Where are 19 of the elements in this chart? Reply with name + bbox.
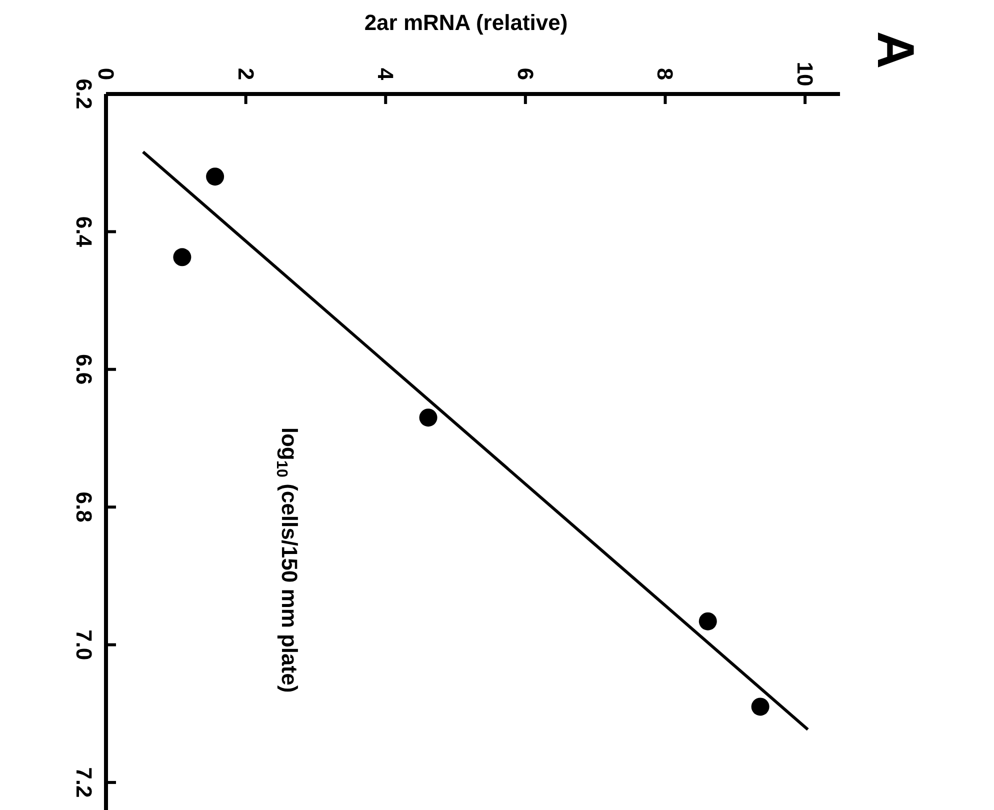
- x-tick-label: 4: [373, 68, 398, 81]
- y-tick-label: 6.4: [72, 216, 96, 248]
- x-axis-title: 2ar mRNA (relative): [364, 10, 568, 35]
- point: [698, 612, 717, 630]
- y-tick-label: 7.0: [72, 629, 96, 660]
- x-tick-label: 6: [512, 68, 538, 80]
- text: A: [866, 31, 924, 69]
- point: [206, 168, 224, 186]
- y-tick-label: 6.8: [72, 492, 96, 522]
- x-tick-label: 10: [792, 62, 818, 86]
- y-tick-label: 7.2: [72, 767, 96, 798]
- y-tick-label: 6.2: [72, 78, 96, 110]
- y-tick-label: 6.6: [72, 354, 96, 385]
- x-tick-label: 2: [233, 68, 258, 80]
- point: [173, 248, 192, 266]
- point: [751, 698, 770, 716]
- x-tick-label: 0: [94, 68, 118, 80]
- point: [419, 408, 438, 427]
- x-tick-label: 8: [652, 68, 678, 80]
